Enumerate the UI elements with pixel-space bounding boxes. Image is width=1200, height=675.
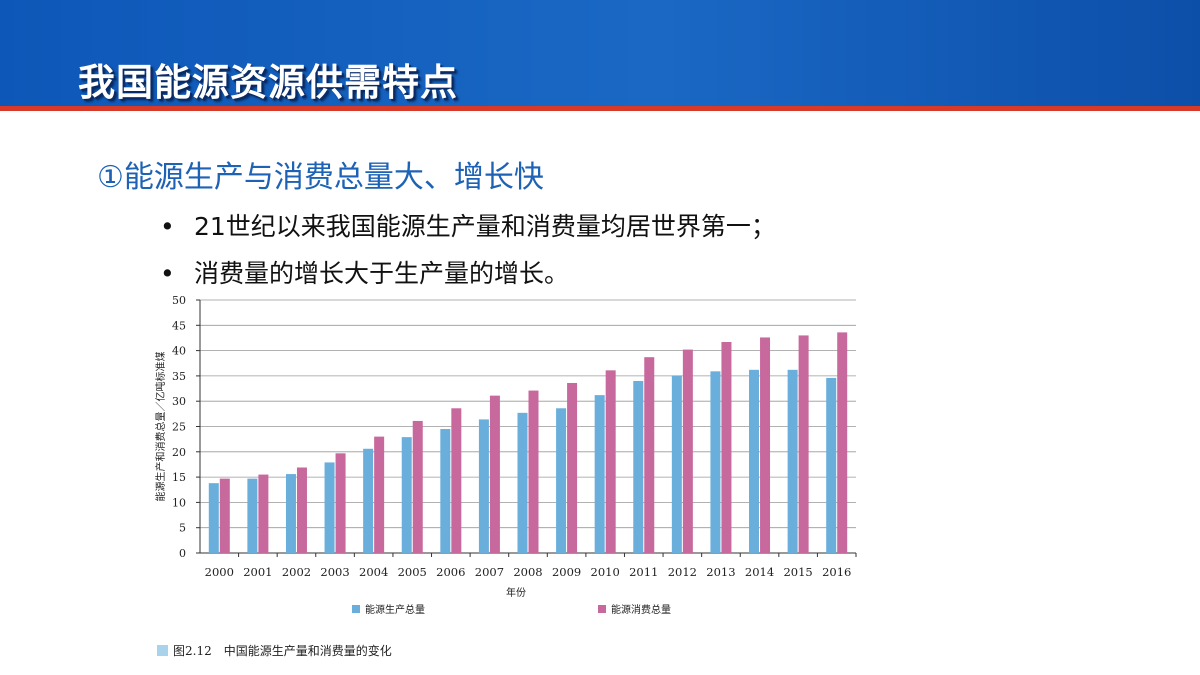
bar-production <box>517 412 528 553</box>
bar-consumption <box>374 436 385 553</box>
y-axis-label: 能源生产和消费总量／亿吨标准煤 <box>154 352 167 502</box>
bullet-item: • 消费量的增长大于生产量的增长。 <box>160 254 569 290</box>
bar-consumption <box>721 341 732 553</box>
figure-caption: 图2.12 中国能源生产量和消费量的变化 <box>157 642 392 659</box>
bar-production <box>324 462 335 553</box>
bar-consumption <box>528 390 539 553</box>
x-tick-label: 2012 <box>668 565 697 579</box>
bar-production <box>826 377 837 553</box>
bar-consumption <box>412 420 423 553</box>
bar-consumption <box>258 474 269 553</box>
bar-production <box>633 380 644 553</box>
caption-text: 图2.12 中国能源生产量和消费量的变化 <box>173 644 392 658</box>
bar-production <box>594 395 605 553</box>
x-tick-label: 2002 <box>282 565 311 579</box>
bar-consumption <box>296 467 307 553</box>
caption-marker <box>157 645 168 656</box>
bullet-dot: • <box>160 212 175 241</box>
y-tick-label: 35 <box>172 370 186 383</box>
page-title: 我国能源资源供需特点 <box>78 61 458 104</box>
y-tick-label: 15 <box>172 471 186 484</box>
bullet-text: 21世纪以来我国能源生产量和消费量均居世界第一； <box>194 212 776 241</box>
y-tick-label: 20 <box>172 446 186 459</box>
header-banner <box>0 0 1200 106</box>
bar-consumption <box>682 349 693 553</box>
bar-production <box>556 408 567 553</box>
y-tick-label: 0 <box>179 547 186 560</box>
section-subtitle: ①能源生产与消费总量大、增长快 <box>97 160 544 195</box>
y-tick-label: 25 <box>172 421 186 434</box>
bullet-text: 消费量的增长大于生产量的增长。 <box>194 259 570 288</box>
bar-production <box>208 483 219 553</box>
bullet-dot: • <box>160 259 175 288</box>
x-tick-label: 2014 <box>745 565 774 579</box>
bar-consumption <box>837 332 848 553</box>
legend-swatch <box>352 605 360 613</box>
bar-consumption <box>760 337 771 553</box>
x-tick-label: 2001 <box>243 565 272 579</box>
legend-label: 能源消费总量 <box>611 603 671 616</box>
x-tick-label: 2011 <box>629 565 658 579</box>
x-tick-label: 2016 <box>822 565 851 579</box>
x-tick-label: 2003 <box>320 565 349 579</box>
bar-production <box>401 437 412 553</box>
y-tick-label: 30 <box>172 395 186 408</box>
x-tick-label: 2007 <box>475 565 504 579</box>
bar-consumption <box>798 335 809 553</box>
bar-production <box>787 369 798 553</box>
bar-production <box>247 478 258 553</box>
x-tick-label: 2015 <box>783 565 812 579</box>
y-tick-label: 5 <box>179 522 186 535</box>
bar-production <box>478 419 489 553</box>
x-tick-label: 2006 <box>436 565 465 579</box>
bar-production <box>440 429 451 553</box>
legend-label: 能源生产总量 <box>365 603 425 616</box>
bar-production <box>363 448 374 553</box>
bar-production <box>749 369 760 553</box>
x-tick-label: 2010 <box>591 565 620 579</box>
x-tick-label: 2004 <box>359 565 388 579</box>
bar-consumption <box>567 382 578 553</box>
bar-consumption <box>451 408 462 553</box>
bar-consumption <box>605 370 616 553</box>
x-tick-label: 2005 <box>398 565 427 579</box>
y-tick-label: 10 <box>172 496 186 509</box>
bar-production <box>671 375 682 553</box>
bar-production <box>710 371 721 553</box>
x-tick-label: 2008 <box>513 565 542 579</box>
y-tick-label: 50 <box>172 294 186 307</box>
x-axis-label: 年份 <box>506 586 526 599</box>
y-tick-label: 45 <box>172 319 186 332</box>
header-accent-line <box>0 106 1200 111</box>
bar-consumption <box>489 395 500 553</box>
bar-consumption <box>335 453 346 553</box>
bar-consumption <box>644 357 655 553</box>
y-tick-label: 40 <box>172 345 186 358</box>
x-tick-label: 2013 <box>706 565 735 579</box>
x-tick-label: 2009 <box>552 565 581 579</box>
x-tick-label: 2000 <box>205 565 234 579</box>
bar-consumption <box>219 478 230 553</box>
bullet-item: • 21世纪以来我国能源生产量和消费量均居世界第一； <box>160 207 776 243</box>
legend-swatch <box>598 605 606 613</box>
bar-production <box>285 474 296 553</box>
